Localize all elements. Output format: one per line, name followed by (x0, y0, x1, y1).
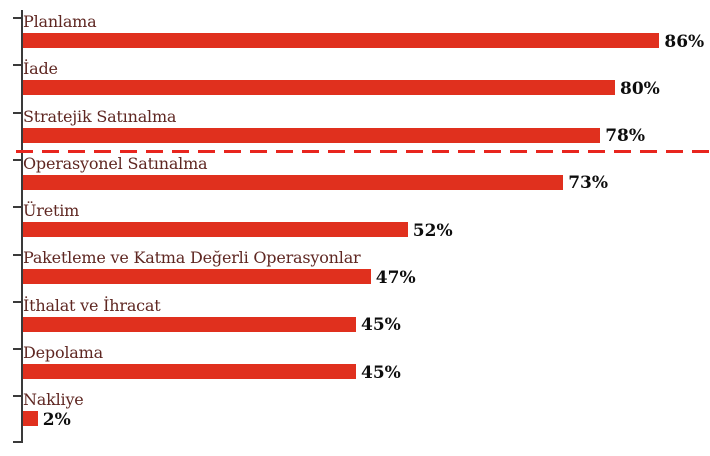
category-label: İade (23, 59, 58, 79)
y-axis-line (21, 10, 23, 443)
chart-row: Nakliye 2% (23, 390, 710, 437)
bar (23, 127, 601, 143)
value-label: 45% (361, 315, 401, 336)
axis-tick (13, 158, 22, 161)
axis-tick (13, 111, 22, 114)
bar (23, 174, 564, 190)
bar-rows: Planlama 86% İade 80% Stratejik Satınalma 78%… (23, 12, 710, 438)
value-label: 86% (664, 31, 705, 52)
bar (23, 222, 408, 238)
axis-end-tick (13, 441, 22, 443)
bar-line: 52% (23, 221, 710, 241)
bar (23, 33, 660, 48)
bar-line: 73% (23, 173, 710, 194)
axis-tick (13, 300, 22, 303)
value-label: 2% (42, 409, 71, 430)
divider-dashed-line (16, 150, 710, 153)
bar-line: 78% (23, 126, 710, 147)
category-label: Nakliye (23, 390, 84, 410)
axis-tick (13, 395, 22, 398)
bar-line: 47% (23, 268, 710, 288)
value-label: 45% (361, 362, 401, 383)
bar (23, 269, 371, 285)
category-label: İthalat ve İhracat (23, 295, 161, 315)
axis-tick (13, 64, 22, 67)
category-label: Planlama (23, 12, 97, 31)
category-label: Operasyonel Satınalma (23, 153, 208, 173)
axis-tick (13, 206, 22, 209)
category-label: Stratejik Satınalma (23, 106, 177, 126)
bar-line: 86% (23, 32, 710, 52)
bar-line: 45% (23, 315, 710, 336)
bar (23, 316, 356, 332)
category-label: Depolama (23, 343, 103, 363)
chart-row: İade 80% (23, 59, 710, 106)
category-label: Paketleme ve Katma Değerli Operasyonlar (23, 248, 361, 268)
bar-line: 45% (23, 363, 710, 383)
value-label: 78% (605, 126, 645, 147)
chart-row: Operasyonel Satınalma 73% (23, 154, 710, 201)
chart-row: Stratejik Satınalma 78% (23, 107, 710, 154)
bar-line: 2% (23, 410, 710, 430)
chart-row: Üretim 52% (23, 201, 710, 248)
chart-row: Paketleme ve Katma Değerli Operasyonlar 4… (23, 248, 710, 295)
value-label: 52% (412, 220, 453, 241)
chart-row: İthalat ve İhracat 45% (23, 296, 710, 343)
chart-row: Planlama 86% (23, 12, 710, 59)
bar-line: 80% (23, 79, 710, 99)
axis-tick (13, 348, 22, 351)
value-label: 80% (620, 78, 660, 99)
chart-row: Depolama 45% (23, 343, 710, 390)
bar (23, 411, 38, 427)
value-label: 47% (375, 267, 416, 288)
value-label: 73% (568, 173, 608, 194)
bar (23, 364, 356, 380)
axis-tick (13, 253, 22, 256)
category-label: Üretim (23, 201, 80, 221)
axis-tick (13, 17, 22, 19)
bar (23, 80, 615, 96)
